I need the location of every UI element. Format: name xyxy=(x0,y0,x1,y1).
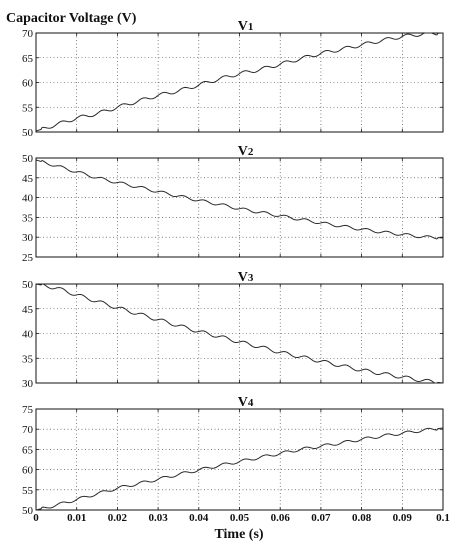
panels-group: 50 55 60 65 70 V1 25 30 35 40 45 50 V2 30 35 40 45 50 V3 50… xyxy=(22,19,450,524)
x-tick-label: 0.09 xyxy=(393,512,413,524)
panel-title: V2 xyxy=(238,144,254,159)
y-tick-label: 75 xyxy=(22,404,34,416)
figure-xlabel: Time (s) xyxy=(214,527,263,542)
x-tick-label: 0.1 xyxy=(436,512,450,524)
chart-panel-4: 50 55 60 65 70 75 0 0.01 0.02 0.03 0.04 0.05 0.06 0.0… xyxy=(22,395,450,524)
y-tick-label: 50 xyxy=(22,153,34,165)
x-tick-label: 0 xyxy=(33,512,39,524)
y-tick-label: 55 xyxy=(22,102,34,114)
series-line-1 xyxy=(35,427,444,511)
y-tick-label: 70 xyxy=(22,424,34,436)
y-tick-label: 50 xyxy=(22,127,34,139)
chart-panel-1: 50 55 60 65 70 V1 xyxy=(22,19,444,139)
y-tick-label: 50 xyxy=(22,279,34,291)
panel-title: V4 xyxy=(238,395,254,410)
y-tick-label: 65 xyxy=(22,53,34,65)
x-tick-label: 0.04 xyxy=(189,512,209,524)
x-tick-label: 0.03 xyxy=(148,512,168,524)
y-tick-label: 45 xyxy=(22,304,34,316)
x-tick-label: 0.07 xyxy=(311,512,331,524)
plot-frame xyxy=(35,408,444,511)
y-tick-label: 65 xyxy=(22,444,34,456)
x-tick-label: 0.06 xyxy=(271,512,291,524)
x-tick-label: 0.08 xyxy=(352,512,372,524)
y-tick-label: 40 xyxy=(22,329,34,341)
y-tick-label: 40 xyxy=(22,193,34,205)
figure-ylabel: Capacitor Voltage (V) xyxy=(6,11,137,26)
y-tick-label: 45 xyxy=(22,173,34,185)
y-tick-label: 30 xyxy=(22,378,34,390)
x-tick-label: 0.01 xyxy=(67,512,86,524)
series-line-1 xyxy=(35,283,444,384)
series-line-1 xyxy=(35,159,444,240)
chart-panel-2: 25 30 35 40 45 50 V2 xyxy=(22,144,444,264)
y-tick-label: 55 xyxy=(22,485,34,497)
y-tick-label: 60 xyxy=(22,78,34,90)
y-tick-label: 35 xyxy=(22,353,34,365)
y-tick-label: 60 xyxy=(22,465,34,477)
y-tick-label: 35 xyxy=(22,212,34,224)
x-tick-label: 0.05 xyxy=(230,512,250,524)
y-tick-label: 70 xyxy=(22,28,34,40)
y-tick-label: 50 xyxy=(22,505,34,517)
chart-panel-3: 30 35 40 45 50 V3 xyxy=(22,270,444,390)
panel-title: V1 xyxy=(238,19,254,34)
panel-title: V3 xyxy=(238,270,254,285)
series-line-1 xyxy=(35,32,444,132)
y-tick-label: 25 xyxy=(22,252,34,264)
x-tick-label: 0.02 xyxy=(108,512,128,524)
y-tick-label: 30 xyxy=(22,232,34,244)
